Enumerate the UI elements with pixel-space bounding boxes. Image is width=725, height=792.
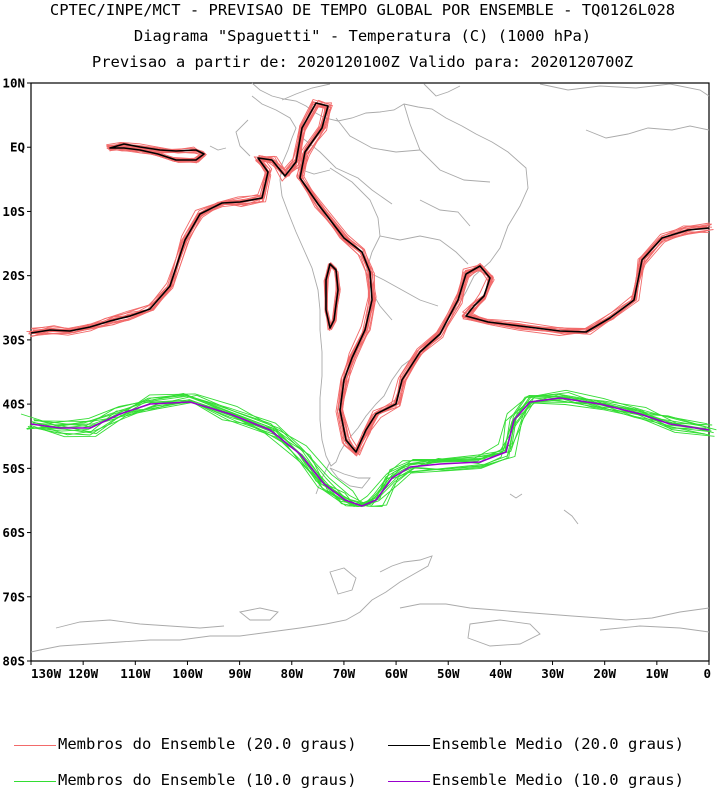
- mean-contour-10: [30, 397, 710, 507]
- lon-tick-label: 110W: [120, 666, 151, 681]
- chart-subtitle: Diagrama "Spaguetti" - Temperatura (C) (…: [133, 27, 592, 45]
- legend-label-mean-10: Ensemble Medio (10.0 graus): [432, 771, 684, 789]
- lon-tick-label: 60W: [385, 666, 408, 681]
- lat-tick-label: 10N: [2, 76, 25, 91]
- member-contour-20: [30, 99, 710, 451]
- lat-tick-label: 10S: [2, 204, 25, 219]
- forecast-times: Previsao a partir de: 2020120100Z Valido…: [91, 53, 634, 71]
- legend-swatch-members-10: [14, 781, 56, 782]
- mean-contour-20: [325, 263, 339, 329]
- member-contour-10: [39, 401, 714, 507]
- lon-tick-label: 0: [703, 666, 711, 681]
- lat-tick-label: 60S: [2, 525, 25, 540]
- mean-contour-20: [109, 143, 205, 161]
- mean-contour-20: [30, 102, 710, 453]
- lon-tick-label: 100W: [172, 666, 203, 681]
- lon-tick-label: 50W: [437, 666, 460, 681]
- lat-tick-label: EQ: [10, 140, 25, 155]
- lon-tick-label: 90W: [228, 666, 251, 681]
- legend-swatch-mean-10: [388, 781, 430, 782]
- lat-tick-label: 70S: [2, 589, 25, 604]
- legend-label-mean-20: Ensemble Medio (20.0 graus): [432, 735, 684, 753]
- lon-tick-label: 40W: [489, 666, 512, 681]
- map-axes: 10N EQ 10S 20S 30S 40S 50S 60S 70S 80S 130W 120W 110…: [2, 76, 711, 682]
- member-contour-10: [27, 400, 711, 507]
- chart-title: CPTEC/INPE/MCT - PREVISAO DE TEMPO GLOBA…: [49, 1, 676, 19]
- member-contour-10: [33, 395, 713, 506]
- member-contour-10: [33, 395, 704, 506]
- lon-tick-label: 120W: [68, 666, 99, 681]
- legend-label-members-20: Membros do Ensemble (20.0 graus): [58, 735, 357, 753]
- lon-tick-label: 70W: [333, 666, 356, 681]
- legend-swatch-members-20: [14, 745, 56, 746]
- lat-tick-label: 30S: [2, 332, 25, 347]
- legend-swatch-mean-20: [388, 745, 430, 746]
- lat-tick-label: 80S: [2, 654, 25, 669]
- lon-tick-label: 80W: [280, 666, 303, 681]
- map-frame: [30, 82, 710, 662]
- lat-tick-label: 40S: [2, 397, 25, 412]
- lat-tick-label: 20S: [2, 268, 25, 283]
- lat-tick-label: 50S: [2, 461, 25, 476]
- member-contour-20: [106, 143, 205, 160]
- lon-tick-label: 20W: [593, 666, 616, 681]
- lon-tick-label: 130W: [31, 666, 62, 681]
- spaghetti-contours: [20, 99, 717, 508]
- legend-label-members-10: Membros do Ensemble (10.0 graus): [58, 771, 357, 789]
- coastlines: [30, 82, 710, 653]
- member-contour-20: [32, 102, 712, 451]
- lon-tick-label: 30W: [541, 666, 564, 681]
- member-contour-20: [325, 263, 341, 329]
- lon-tick-label: 10W: [646, 666, 669, 681]
